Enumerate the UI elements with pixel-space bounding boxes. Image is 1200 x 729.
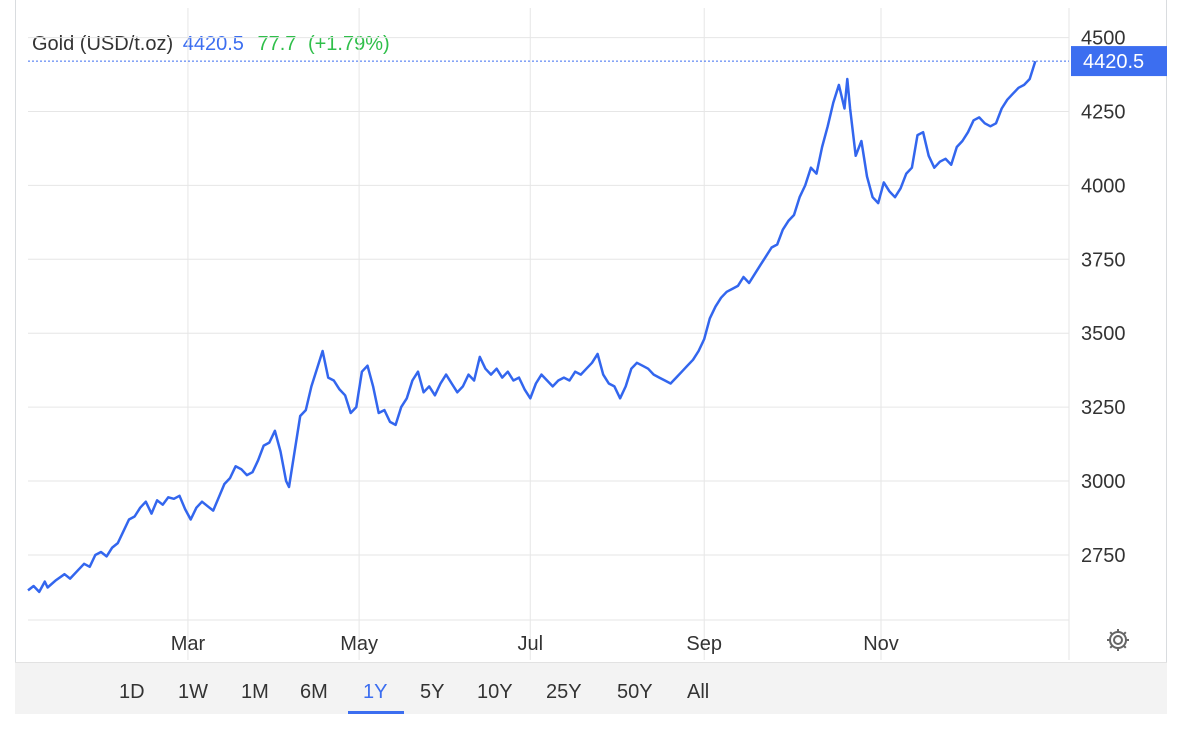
gear-icon[interactable]: [1104, 626, 1132, 654]
y-tick-label: 2750: [1081, 545, 1126, 567]
range-button-1m[interactable]: 1M: [241, 681, 269, 703]
x-tick-label: Jul: [517, 633, 543, 655]
range-button-1y[interactable]: 1Y: [363, 681, 388, 703]
active-range-indicator: [348, 711, 404, 714]
y-tick-label: 3500: [1081, 323, 1126, 345]
y-tick-label: 4250: [1081, 101, 1126, 123]
x-tick-label: Mar: [171, 633, 206, 655]
range-button-1w[interactable]: 1W: [178, 681, 208, 703]
x-tick-label: Nov: [863, 633, 899, 655]
last-price-marker-label: 4420.5: [1083, 51, 1144, 73]
y-tick-label: 3750: [1081, 249, 1126, 271]
instrument-title: Gold (USD/t.oz): [32, 33, 174, 55]
last-price-marker-box: [1071, 46, 1167, 77]
x-axis-labels: Mar May Jul Sep Nov: [171, 633, 899, 655]
y-tick-label: 3000: [1081, 471, 1126, 493]
horizontal-gridlines: [28, 37, 1069, 556]
vertical-gridlines: [187, 8, 882, 660]
chart-header: Gold (USD/t.oz) 4420.5 77.7 (+1.79%): [32, 33, 390, 56]
y-axis-labels: 4500 4250 4000 3750 3500 3250 3000 2750: [1081, 28, 1126, 567]
series-line-gold: [27, 60, 1037, 594]
last-price: 4420.5: [182, 33, 244, 55]
price-change-percent: (+1.79%): [307, 33, 390, 55]
y-tick-label: 3250: [1081, 397, 1126, 419]
range-button-5y[interactable]: 5Y: [420, 681, 445, 703]
x-tick-label: May: [340, 633, 378, 655]
range-button-all[interactable]: All: [687, 681, 710, 703]
range-button-1d[interactable]: 1D: [119, 681, 145, 703]
range-button-25y[interactable]: 25Y: [546, 681, 582, 703]
x-tick-label: Sep: [686, 633, 722, 655]
y-tick-label: 4000: [1081, 175, 1126, 197]
range-button-50y[interactable]: 50Y: [617, 681, 653, 703]
time-range-bar: 1D 1W 1M 6M 1Y 5Y 10Y 25Y 50Y All: [15, 662, 1167, 714]
price-change: 77.7: [257, 33, 297, 55]
y-tick-label: 4500: [1081, 28, 1126, 50]
range-button-10y[interactable]: 10Y: [477, 681, 513, 703]
range-button-6m[interactable]: 6M: [300, 681, 328, 703]
